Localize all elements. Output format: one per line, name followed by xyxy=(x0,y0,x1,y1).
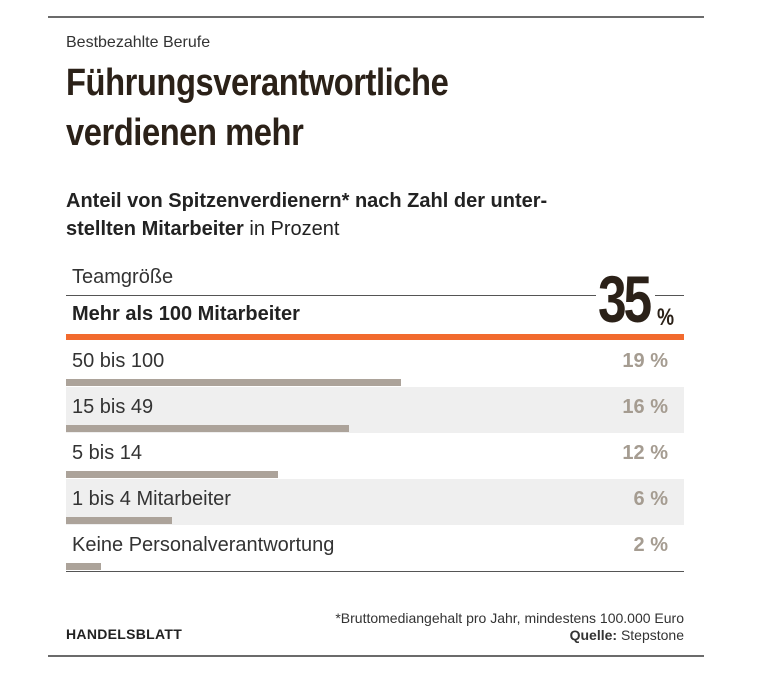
value-label: 6 % xyxy=(633,488,668,510)
column-header: Teamgröße xyxy=(72,266,174,288)
highlight-category-label: Mehr als 100 Mitarbeiter xyxy=(72,303,300,325)
chart-bottom-rule xyxy=(66,571,684,572)
category-label: 5 bis 14 xyxy=(72,442,143,464)
subtitle-unit: in Prozent xyxy=(243,218,340,240)
source: Quelle: Stepstone xyxy=(570,627,684,643)
headline: Führungsverantwortliche verdienen mehr xyxy=(66,58,548,158)
category-label: Keine Personalverantwortung xyxy=(72,534,335,556)
highlight-unit: % xyxy=(657,304,675,331)
footnote: *Bruttomediangehalt pro Jahr, mindestens… xyxy=(335,610,684,626)
category-label: 50 bis 100 xyxy=(72,350,165,372)
bar-row: 1 bis 4 Mitarbeiter 6 % xyxy=(66,479,684,525)
bar-row: 15 bis 49 16 % xyxy=(66,387,684,433)
header-rule-right xyxy=(655,295,684,296)
chart-subtitle: Anteil von Spitzenverdienern* nach Zahl … xyxy=(66,187,686,243)
category-label: 15 bis 49 xyxy=(72,396,154,418)
source-label: Quelle: xyxy=(569,627,618,643)
header-rule xyxy=(66,295,596,296)
subtitle-bold-line-1: Anteil von Spitzenverdienern* nach Zahl … xyxy=(66,190,548,212)
subtitle-bold-line-2: stellten Mitarbeiter xyxy=(66,218,244,240)
bar xyxy=(66,379,401,386)
overline: Bestbezahlte Berufe xyxy=(66,34,211,51)
headline-line-2: verdienen mehr xyxy=(66,112,304,154)
source-value: Stepstone xyxy=(617,627,684,643)
highlight-bar xyxy=(66,334,684,340)
bar xyxy=(66,563,101,570)
top-rule xyxy=(48,16,704,18)
brand-logo: HANDELSBLATT xyxy=(66,626,183,642)
value-label: 2 % xyxy=(633,534,668,556)
bar-row: 50 bis 100 19 % xyxy=(66,341,684,387)
value-label: 16 % xyxy=(622,396,668,418)
bar-row: Keine Personalverantwortung 2 % xyxy=(66,525,684,571)
category-label: 1 bis 4 Mitarbeiter xyxy=(72,488,231,510)
bar xyxy=(66,517,172,524)
value-label: 19 % xyxy=(622,350,668,372)
bottom-rule xyxy=(48,655,704,657)
value-label: 12 % xyxy=(622,442,668,464)
bar xyxy=(66,471,278,478)
headline-line-1: Führungsverantwortliche xyxy=(66,62,449,104)
highlight-value: 35 xyxy=(598,262,652,336)
bar xyxy=(66,425,349,432)
bar-row: 5 bis 14 12 % xyxy=(66,433,684,479)
